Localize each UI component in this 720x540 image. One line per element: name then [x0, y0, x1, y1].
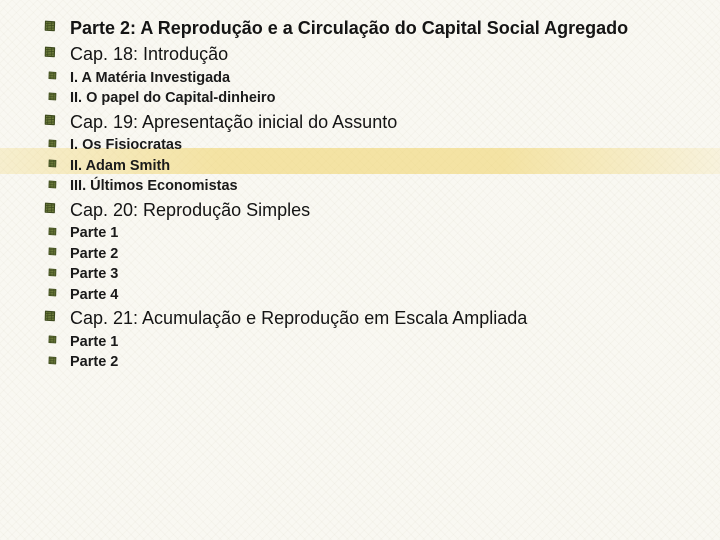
hatch-bullet-icon: [48, 71, 57, 80]
outline-subitem[interactable]: II. O papel do Capital-dinheiro: [70, 89, 692, 109]
outline-item-label: Parte 2: [70, 354, 118, 370]
outline-item-label: Parte 2: [70, 246, 118, 262]
hatch-bullet-icon: [48, 247, 57, 256]
outline-item-label: Parte 2: A Reprodução e a Circulação do …: [70, 18, 628, 38]
outline-subitem[interactable]: Parte 1: [70, 224, 692, 244]
outline-item-label: I. A Matéria Investigada: [70, 70, 230, 86]
outline-item-label: Cap. 21: Acumulação e Reprodução em Esca…: [70, 308, 527, 328]
hatch-bullet-icon: [48, 180, 57, 189]
outline-item[interactable]: Cap. 20: Reprodução Simples: [70, 198, 692, 222]
outline-item-label: II. Adam Smith: [70, 158, 170, 174]
outline-item[interactable]: Cap. 18: Introdução: [70, 42, 692, 66]
outline-subitem[interactable]: Parte 2: [70, 353, 692, 373]
hatch-bullet-icon: [44, 202, 56, 214]
outline-subitem[interactable]: I. A Matéria Investigada: [70, 69, 692, 89]
outline-item-label: Cap. 20: Reprodução Simples: [70, 200, 310, 220]
hatch-bullet-icon: [44, 310, 56, 322]
outline-item-label: Cap. 18: Introdução: [70, 44, 228, 64]
outline-subitem[interactable]: II. Adam Smith: [70, 157, 692, 177]
outline-item[interactable]: Cap. 21: Acumulação e Reprodução em Esca…: [70, 306, 692, 330]
hatch-bullet-icon: [48, 335, 57, 344]
hatch-bullet-icon: [44, 114, 56, 126]
outline-item-label: Parte 4: [70, 287, 118, 303]
outline-item-label: Parte 1: [70, 225, 118, 241]
outline-item-label: I. Os Fisiocratas: [70, 137, 182, 153]
outline-subitem[interactable]: I. Os Fisiocratas: [70, 136, 692, 156]
outline-item-label: Parte 1: [70, 334, 118, 350]
hatch-bullet-icon: [48, 227, 57, 236]
hatch-bullet-icon: [48, 139, 57, 148]
outline-subitem[interactable]: III. Últimos Economistas: [70, 177, 692, 197]
outline-list: Parte 2: A Reprodução e a Circulação do …: [0, 0, 720, 390]
hatch-bullet-icon: [48, 92, 57, 101]
outline-item-label: Cap. 19: Apresentação inicial do Assunto: [70, 112, 397, 132]
outline-subitem[interactable]: Parte 1: [70, 333, 692, 353]
outline-item-label: III. Últimos Economistas: [70, 178, 238, 194]
outline-item[interactable]: Parte 2: A Reprodução e a Circulação do …: [70, 16, 692, 40]
hatch-bullet-icon: [44, 20, 56, 32]
outline-item-label: II. O papel do Capital-dinheiro: [70, 90, 275, 106]
hatch-bullet-icon: [44, 46, 56, 58]
outline-subitem[interactable]: Parte 3: [70, 265, 692, 285]
outline-subitem[interactable]: Parte 2: [70, 245, 692, 265]
hatch-bullet-icon: [48, 159, 57, 168]
hatch-bullet-icon: [48, 268, 57, 277]
outline-item[interactable]: Cap. 19: Apresentação inicial do Assunto: [70, 110, 692, 134]
outline-subitem[interactable]: Parte 4: [70, 286, 692, 306]
hatch-bullet-icon: [48, 288, 57, 297]
outline-item-label: Parte 3: [70, 266, 118, 282]
hatch-bullet-icon: [48, 356, 57, 365]
